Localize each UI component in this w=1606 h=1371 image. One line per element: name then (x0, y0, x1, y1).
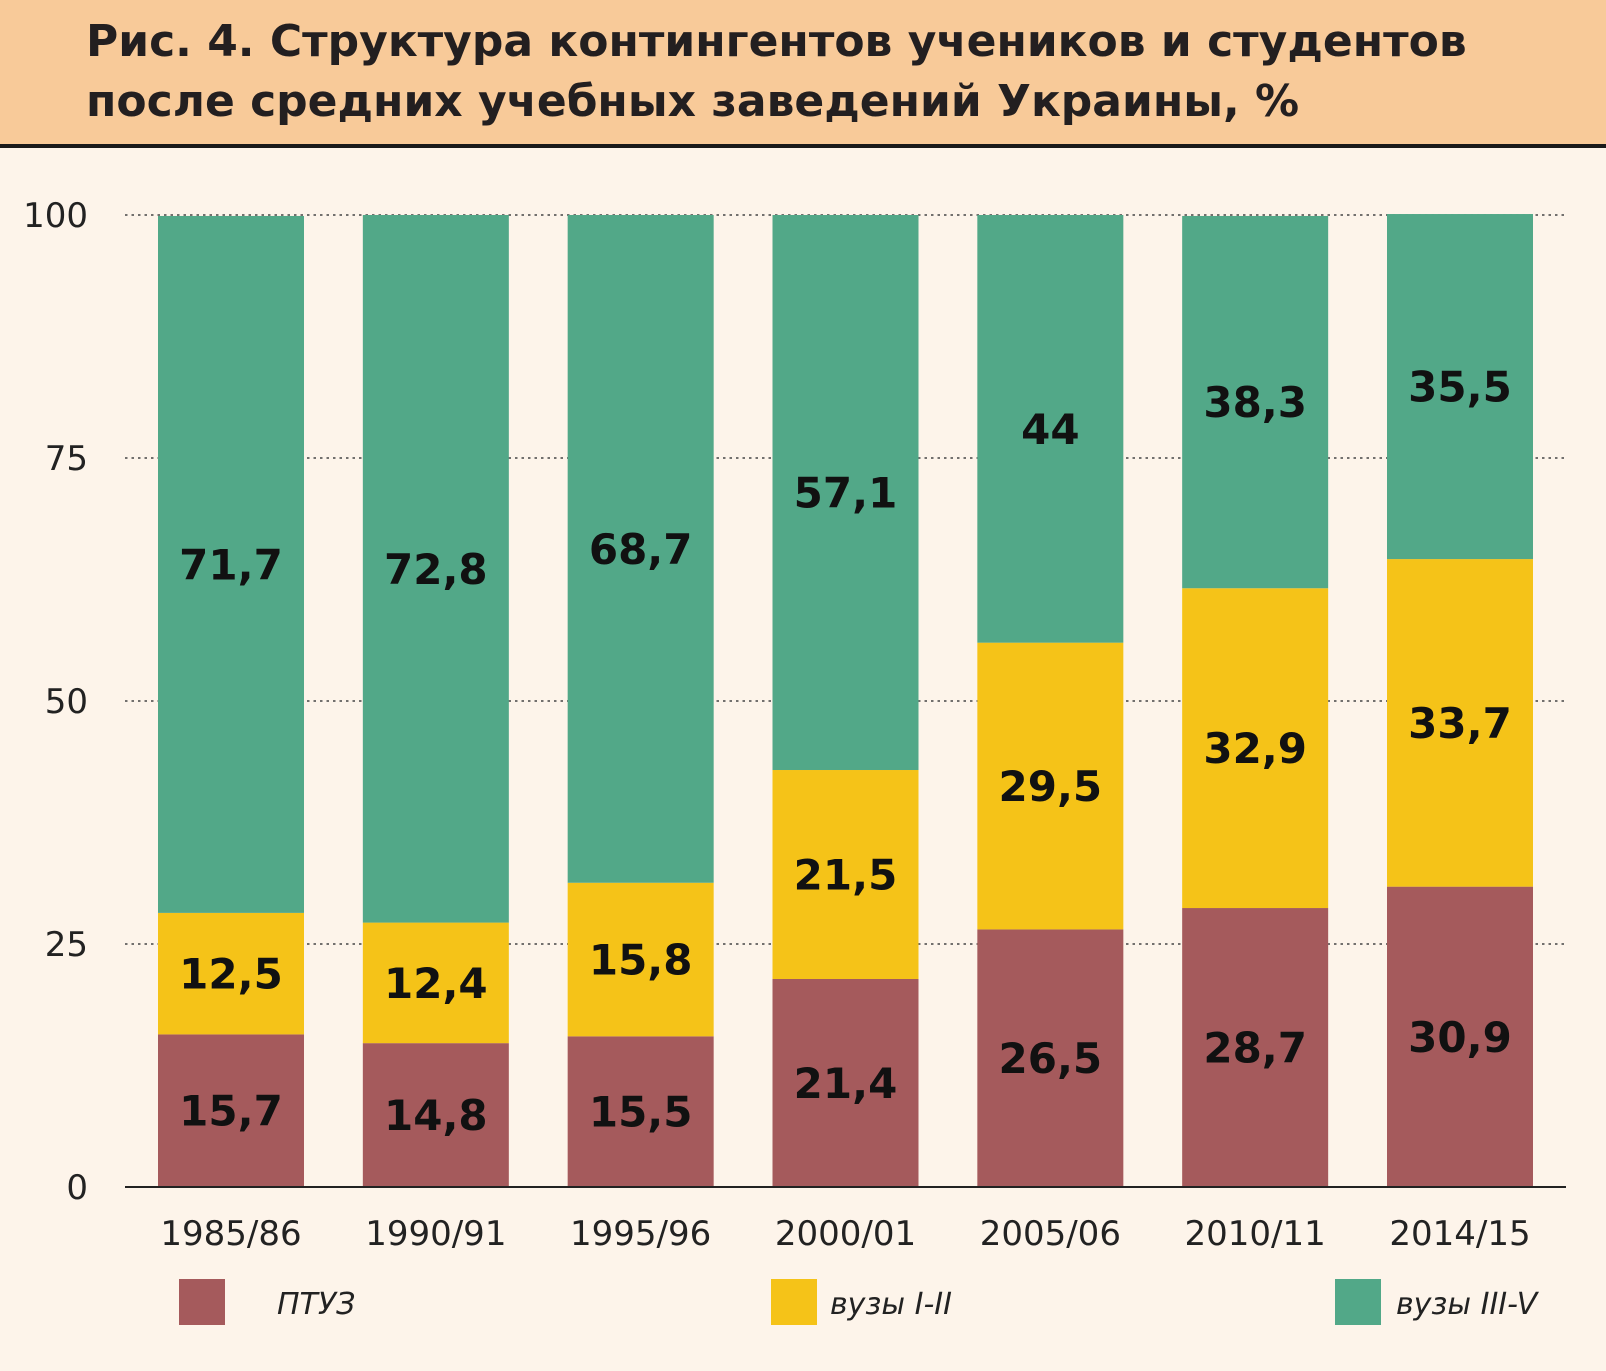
bar-segment-0-6 (1387, 886, 1533, 1187)
bar-value-label: 72,8 (384, 545, 488, 594)
x-tick-label: 2010/11 (1185, 1214, 1326, 1254)
bar-segment-1-6 (1387, 559, 1533, 887)
y-tick-label: 50 (45, 682, 88, 722)
legend: ПТУЗ вузы I-II вузы III-V (179, 1279, 1540, 1325)
bar-value-label: 30,9 (1408, 1013, 1512, 1062)
bar-value-label: 26,5 (999, 1034, 1103, 1083)
bar-segment-0-5 (1182, 908, 1329, 1187)
x-tick-label: 2005/06 (980, 1214, 1121, 1254)
bar-segment-0-1 (362, 1043, 509, 1187)
x-tick-label: 2000/01 (775, 1214, 916, 1254)
y-axis-ticks: 0 25 50 75 100 (23, 196, 88, 1208)
legend-label-0: ПТУЗ (277, 1287, 355, 1322)
bar-segment-2-6 (1387, 214, 1533, 560)
bar-segment-0-0 (158, 1034, 304, 1187)
x-tick-label: 1990/91 (365, 1214, 506, 1254)
bar-value-label: 15,8 (589, 936, 693, 985)
legend-label-1: вузы I-II (830, 1287, 952, 1322)
bar-segment-2-5 (1182, 215, 1329, 589)
x-tick-label: 1985/86 (160, 1214, 301, 1254)
bars (158, 214, 1533, 1187)
bar-segment-1-0 (158, 912, 304, 1035)
bar-segment-1-5 (1182, 588, 1329, 909)
bar-value-label: 32,9 (1203, 724, 1307, 773)
bar-segment-1-2 (567, 882, 714, 1037)
bar-value-label: 71,7 (179, 540, 283, 589)
bar-value-label: 28,7 (1203, 1024, 1307, 1073)
bar-segment-1-1 (362, 922, 509, 1044)
bar-segment-0-4 (977, 929, 1124, 1187)
legend-label-2: вузы III-V (1396, 1287, 1540, 1322)
bar-segment-2-0 (158, 215, 304, 913)
bar-segment-2-1 (362, 215, 509, 923)
bar-value-label: 68,7 (589, 525, 693, 574)
bar-segment-2-2 (567, 215, 714, 883)
legend-swatch-2 (1335, 1279, 1381, 1325)
bar-value-label: 57,1 (794, 469, 898, 518)
legend-swatch-0 (179, 1279, 225, 1325)
y-tick-label: 25 (45, 925, 88, 965)
bar-segment-0-3 (772, 978, 919, 1187)
y-tick-label: 75 (45, 439, 88, 479)
y-tick-label: 100 (23, 196, 88, 236)
bar-segment-2-3 (772, 215, 919, 771)
bar-value-labels: 15,7 12,5 71,7 14,8 12,4 72,8 15,5 15,8 68,7 21,4… (179, 363, 1512, 1141)
chart-title: Рис. 4. Структура контингентов учеников … (86, 16, 1467, 127)
bar-value-label: 15,7 (179, 1087, 283, 1136)
bar-value-label: 44 (1021, 405, 1079, 454)
bar-value-label: 12,4 (384, 959, 488, 1008)
legend-swatch-1 (771, 1279, 817, 1325)
y-tick-label: 0 (66, 1168, 88, 1208)
bar-segment-0-2 (567, 1036, 714, 1187)
bar-value-label: 38,3 (1203, 378, 1307, 427)
bar-segment-1-3 (772, 770, 919, 979)
bar-segment-1-4 (977, 642, 1124, 930)
bar-value-label: 21,5 (794, 851, 898, 900)
bar-value-label: 15,5 (589, 1088, 693, 1137)
bar-value-label: 12,5 (179, 950, 283, 999)
x-axis-categories: 1985/86 1990/91 1995/96 2000/01 2005/06 2010/… (160, 1214, 1530, 1254)
bar-segment-2-4 (977, 215, 1124, 643)
bar-value-label: 21,4 (794, 1059, 898, 1108)
bar-value-label: 14,8 (384, 1091, 488, 1140)
x-tick-label: 1995/96 (570, 1214, 711, 1254)
bar-value-label: 35,5 (1408, 363, 1512, 412)
x-tick-label: 2014/15 (1389, 1214, 1530, 1254)
header-band: Рис. 4. Структура контингентов учеников … (0, 0, 1606, 148)
bar-value-label: 29,5 (999, 762, 1103, 811)
bar-value-label: 33,7 (1408, 699, 1512, 748)
